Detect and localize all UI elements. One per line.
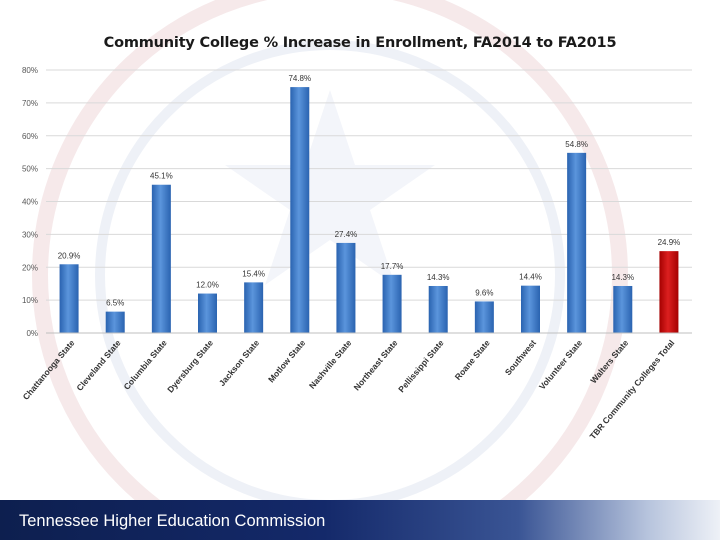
footer-text: Tennessee Higher Education Commission <box>19 512 326 530</box>
bar <box>613 285 633 333</box>
x-tick-label: Southwest <box>503 338 538 377</box>
data-label: 14.3% <box>611 273 634 282</box>
data-label: 12.0% <box>196 281 219 290</box>
data-label: 9.6% <box>475 288 493 297</box>
x-tick-label: Nashville State <box>307 338 354 391</box>
x-tick-label: Dyersburg State <box>165 338 215 395</box>
data-label: 24.9% <box>658 238 681 247</box>
bar <box>336 242 356 333</box>
x-tick-label: Cleveland State <box>74 338 123 393</box>
y-tick-label: 60% <box>22 132 38 141</box>
bar <box>428 285 448 333</box>
data-label: 15.4% <box>242 269 265 278</box>
x-tick-label: Roane State <box>453 338 492 382</box>
data-label: 74.8% <box>288 74 311 83</box>
bar <box>474 301 494 333</box>
y-tick-label: 30% <box>22 230 38 239</box>
x-tick-label: Northeast State <box>352 338 400 393</box>
y-tick-label: 40% <box>22 198 38 207</box>
y-tick-label: 50% <box>22 165 38 174</box>
y-tick-label: 10% <box>22 296 38 305</box>
data-label: 17.7% <box>381 262 404 271</box>
x-tick-label: Motlow State <box>266 338 308 385</box>
bar <box>382 274 402 333</box>
y-tick-label: 0% <box>26 329 38 338</box>
data-label: 20.9% <box>58 251 81 260</box>
bar <box>244 282 264 333</box>
bar-chart: 0% 10% 20% 30% 40% 50% 60% 70% 80% 20.9% Chattanoo… <box>21 66 692 441</box>
bar <box>105 311 125 333</box>
y-tick-label: 70% <box>22 99 38 108</box>
bar <box>567 152 587 333</box>
y-tick-label: 80% <box>22 66 38 75</box>
data-label: 45.1% <box>150 172 173 181</box>
data-label: 54.8% <box>565 140 588 149</box>
data-label: 6.5% <box>106 299 124 308</box>
x-tick-label: Jackson State <box>217 338 262 388</box>
bar <box>198 293 217 333</box>
chart-title: Community College % Increase in Enrollme… <box>103 35 617 51</box>
data-label: 14.4% <box>519 273 542 282</box>
x-tick-label: Volunteer State <box>537 338 585 392</box>
data-label: 27.4% <box>335 230 358 239</box>
x-tick-label: Walters State <box>588 338 630 386</box>
bar <box>59 264 79 333</box>
bar <box>521 285 540 333</box>
y-tick-label: 20% <box>22 263 38 272</box>
bar-total <box>659 251 679 333</box>
x-tick-label: Chattanooga State <box>21 338 77 402</box>
seal-watermark <box>32 0 628 500</box>
x-tick-label: TBR Community Colleges Total <box>588 338 677 441</box>
bar <box>151 184 171 333</box>
x-tick-label: Pellissippi State <box>396 338 446 395</box>
data-label: 14.3% <box>427 273 450 282</box>
bar <box>290 87 310 333</box>
footer-bar <box>0 500 720 540</box>
x-tick-label: Columbia State <box>121 338 169 392</box>
